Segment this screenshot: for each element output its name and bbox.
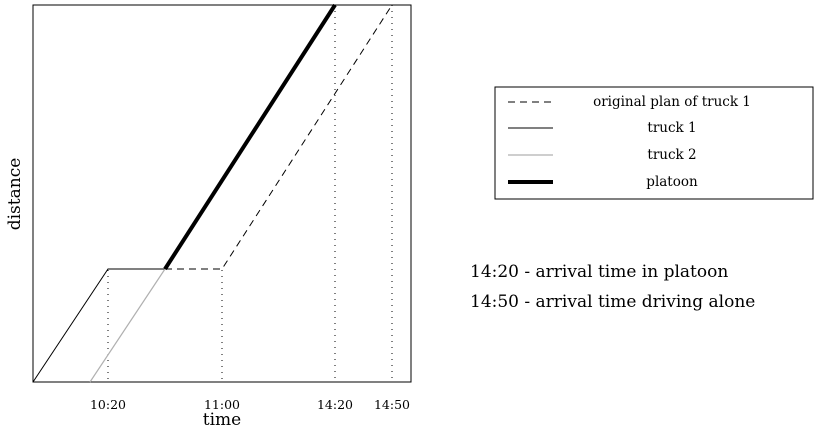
legend-label-truck-1: truck 1 [647,120,696,136]
series-truck-1 [32,268,165,383]
series-platoon [163,3,337,271]
series-original-plan [165,4,393,270]
legend-label-original-plan: original plan of truck 1 [593,94,751,110]
series-truck-2 [89,268,166,383]
x-tick-label: 11:00 [204,397,240,412]
legend: original plan of truck 1 truck 1 truck 2… [494,86,814,200]
plot-frame [32,4,412,383]
x-tick-label: 10:20 [90,397,126,412]
x-tick-label: 14:20 [317,397,353,412]
y-axis-label: distance [5,158,25,231]
annotation-arrival-platoon: 14:20 - arrival time in platoon [470,262,728,282]
legend-label-truck-2: truck 2 [647,147,696,163]
x-axis-label: time [203,410,241,430]
x-tick-label: 14:50 [374,397,410,412]
annotation-arrival-alone: 14:50 - arrival time driving alone [470,292,755,312]
legend-label-platoon: platoon [646,174,698,190]
